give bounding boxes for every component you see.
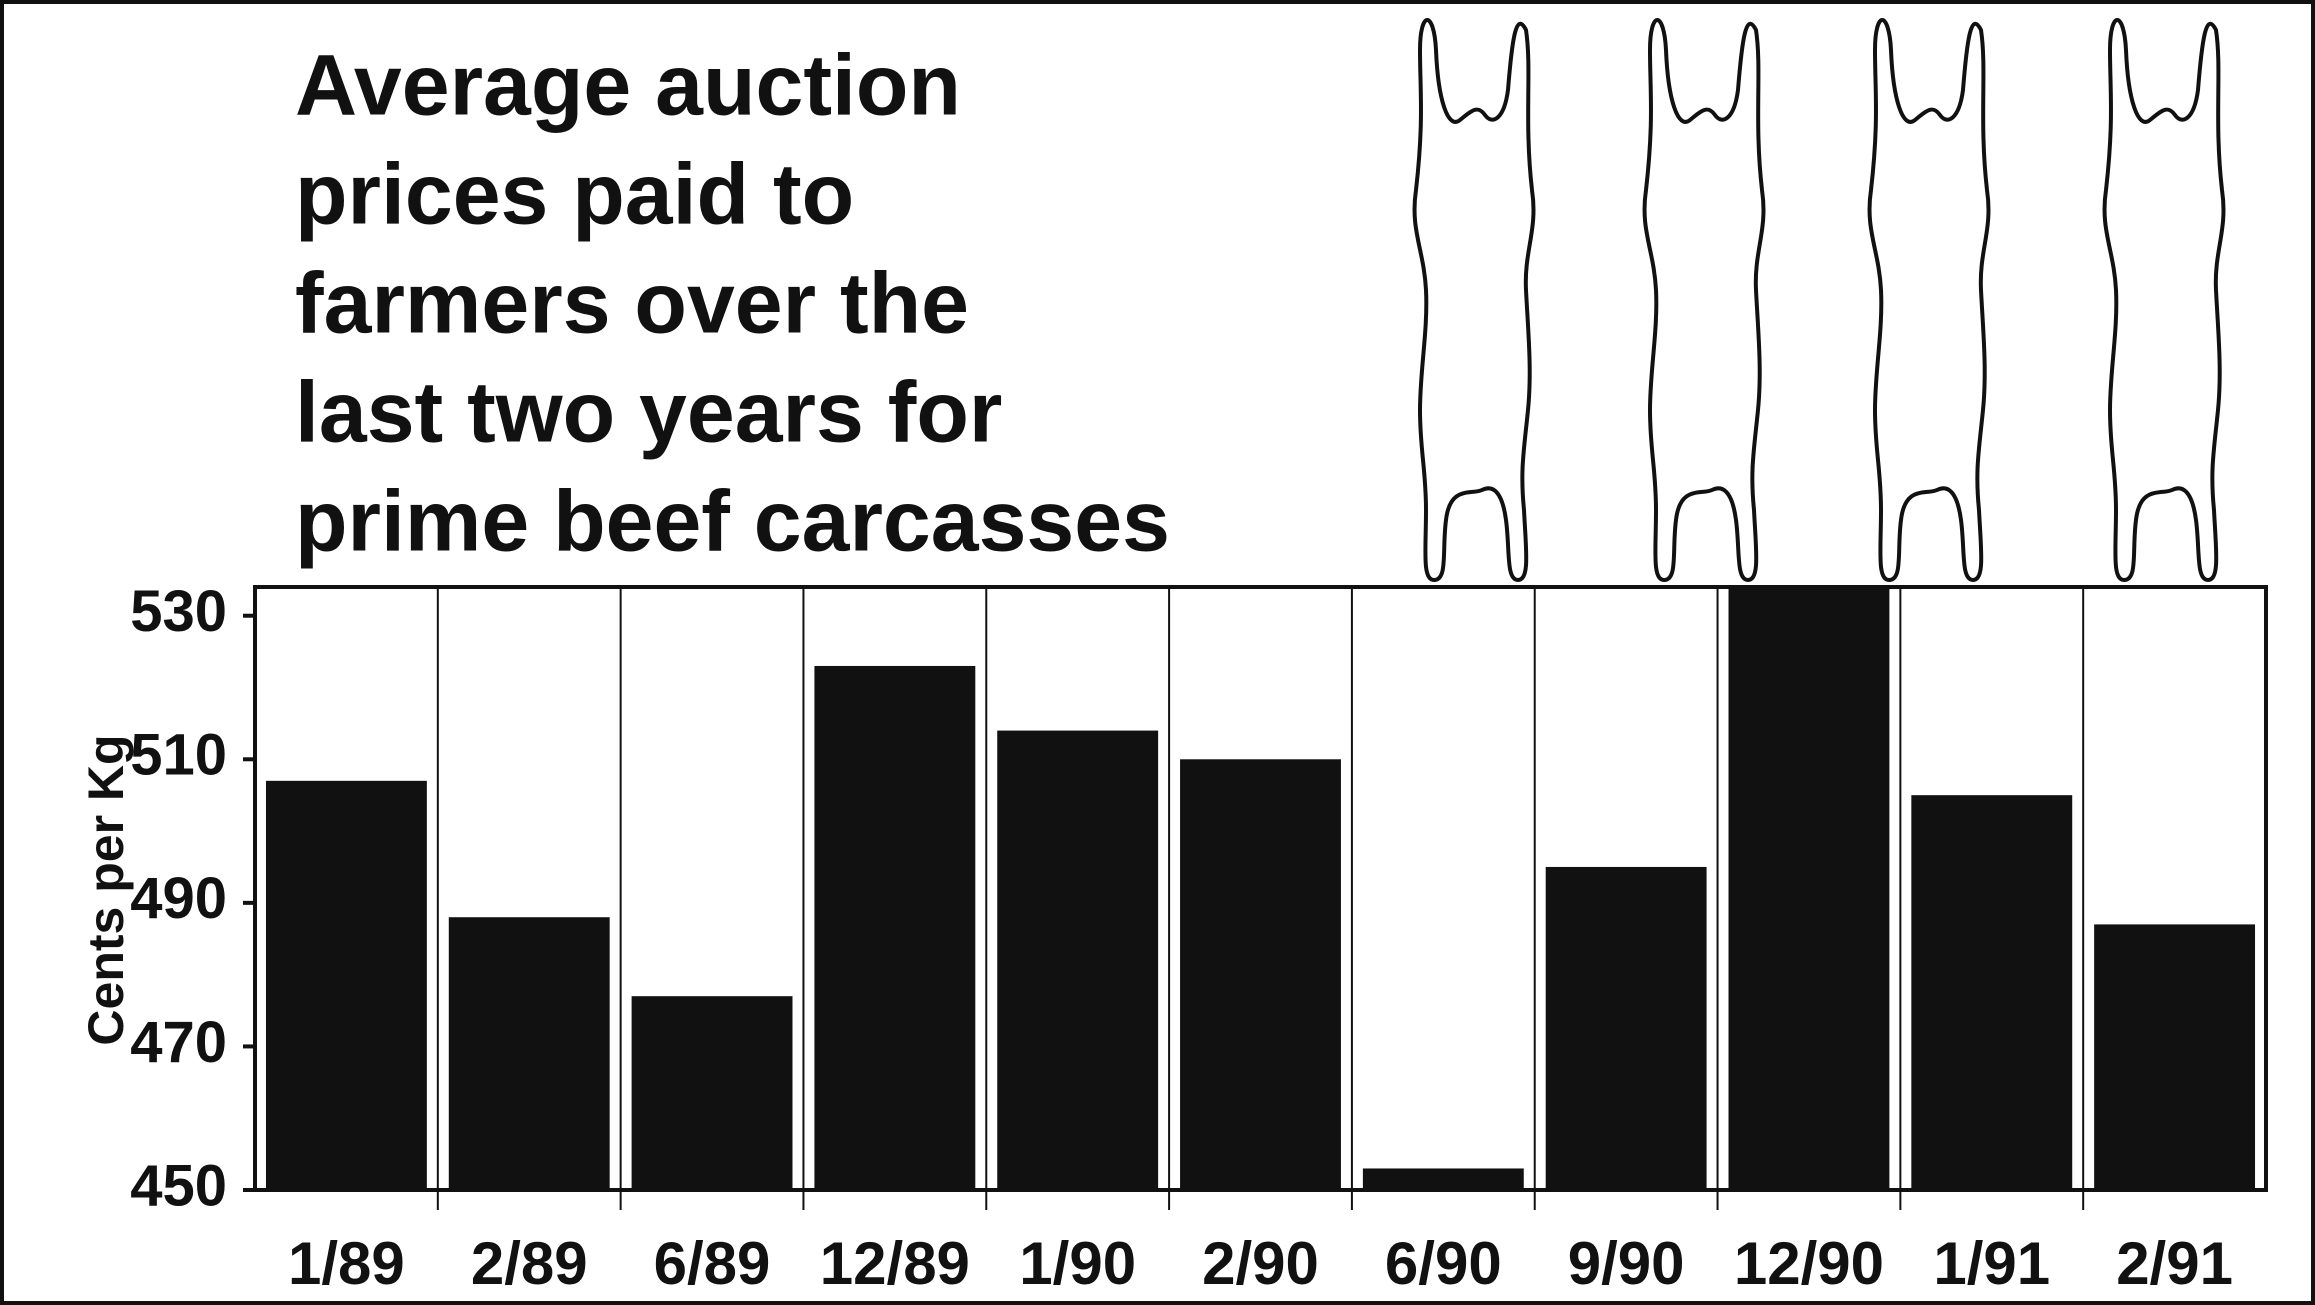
bar bbox=[1545, 866, 1707, 1190]
y-tick-label: 530 bbox=[130, 579, 227, 644]
bar bbox=[631, 996, 793, 1190]
x-tick-label: 1/89 bbox=[288, 1230, 405, 1297]
bar bbox=[1362, 1168, 1524, 1190]
title-line: prime beef carcasses bbox=[295, 474, 1170, 570]
title-line: prices paid to bbox=[295, 147, 854, 243]
bar bbox=[265, 780, 427, 1190]
y-tick-label: 510 bbox=[130, 723, 227, 788]
y-axis-label: Cents per Kg bbox=[78, 734, 134, 1045]
title-line: Average auction bbox=[295, 38, 961, 134]
x-tick-label: 2/90 bbox=[1202, 1230, 1319, 1297]
y-tick-label: 470 bbox=[130, 1010, 227, 1075]
bar bbox=[814, 665, 976, 1190]
y-tick-label: 450 bbox=[130, 1153, 227, 1218]
x-tick-label: 2/91 bbox=[2116, 1230, 2233, 1297]
bar bbox=[1180, 759, 1341, 1190]
x-tick-label: 1/90 bbox=[1019, 1230, 1136, 1297]
x-tick-label: 12/90 bbox=[1734, 1230, 1884, 1297]
x-tick-label: 2/89 bbox=[471, 1230, 588, 1297]
x-tick-label: 12/89 bbox=[820, 1230, 970, 1297]
bar bbox=[2094, 924, 2256, 1190]
x-tick-label: 1/91 bbox=[1933, 1230, 2050, 1297]
bar bbox=[997, 730, 1159, 1190]
bar bbox=[1911, 795, 2073, 1190]
x-tick-label: 9/90 bbox=[1568, 1230, 1685, 1297]
y-tick-label: 490 bbox=[130, 866, 227, 931]
bar bbox=[448, 917, 610, 1190]
title-line: farmers over the bbox=[295, 256, 969, 352]
x-tick-label: 6/90 bbox=[1385, 1230, 1502, 1297]
bar bbox=[1728, 587, 1890, 1190]
x-tick-label: 6/89 bbox=[654, 1230, 771, 1297]
title-line: last two years for bbox=[295, 365, 1002, 461]
